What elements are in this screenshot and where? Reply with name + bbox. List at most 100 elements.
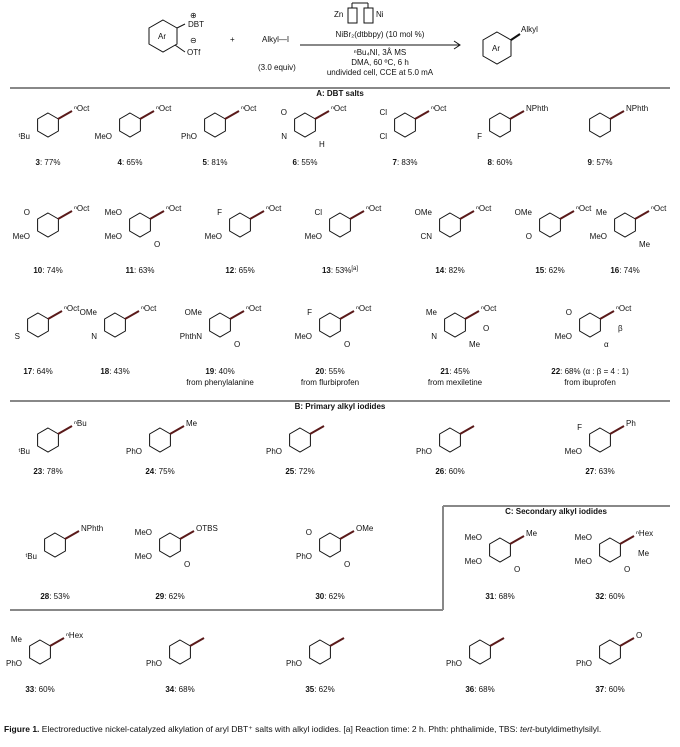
compound-label: 17: 64%: [23, 367, 52, 376]
atom-label: O: [24, 208, 30, 217]
atom-label: MeO: [575, 533, 592, 542]
atom-label: ⁿBu: [74, 419, 87, 428]
compound-label: 34: 68%: [165, 685, 194, 694]
atom-label: Cl: [379, 132, 387, 141]
atom-label: H: [319, 140, 325, 149]
source-note: from ibuprofen: [564, 378, 616, 387]
compound-number: 4: [118, 158, 123, 167]
yield: : 53%: [49, 592, 69, 601]
new-bond: [57, 425, 73, 435]
atom-label: O: [344, 560, 350, 569]
atom-label: PhO: [416, 447, 432, 456]
new-bond: [459, 210, 475, 220]
atom-label: Me: [426, 308, 438, 317]
atom-label: Cl: [379, 108, 387, 117]
atom-label: α: [604, 340, 609, 349]
new-bond: [414, 110, 430, 120]
atom-label: F: [477, 132, 482, 141]
new-bond: [47, 310, 63, 320]
new-bond: [619, 637, 635, 647]
condition: NiBr₂(dtbbpy) (10 mol %): [336, 30, 425, 39]
yield: : 64%: [32, 367, 52, 376]
compound-number: 32: [595, 592, 604, 601]
compound-number: 22: [551, 367, 560, 376]
ring: [394, 112, 416, 138]
compound-label: 11: 63%: [126, 266, 155, 275]
atom-label: OMe: [356, 524, 374, 533]
ring: [469, 639, 491, 665]
atom-label: PhO: [6, 659, 22, 668]
atom-label: Cl: [314, 208, 322, 217]
atom-label: Me: [596, 208, 608, 217]
compound-label: 28: 53%: [40, 592, 69, 601]
atom-label: MeO: [465, 533, 482, 542]
atom-label: PhO: [286, 659, 302, 668]
atom-label: NPhth: [526, 104, 548, 113]
compound-number: 35: [305, 685, 314, 694]
new-bond: [139, 110, 155, 120]
bond: [510, 33, 521, 41]
source-note: from mexiletine: [428, 378, 483, 387]
compound-number: 15: [535, 266, 544, 275]
condition: DMA, 60 ºC, 6 h: [351, 58, 409, 67]
atom-label: ⁿHex: [636, 529, 653, 538]
atom-label: F: [577, 423, 582, 432]
atom-label: Me: [639, 240, 651, 249]
yield: : 43%: [109, 367, 129, 376]
ring: [169, 639, 191, 665]
compound-label: 16: 74%: [610, 266, 639, 275]
ring: [599, 639, 621, 665]
section-title: A: DBT salts: [316, 89, 364, 98]
atom-label: NPhth: [626, 104, 648, 113]
atom-label: ⁿOct: [431, 104, 447, 113]
ring: [129, 212, 151, 238]
compound-number: 8: [488, 158, 493, 167]
charge: ⊖: [190, 36, 197, 45]
yield: : 55%: [324, 367, 344, 376]
new-bond: [509, 110, 525, 120]
atom-label: MeO: [555, 332, 572, 341]
yield: : 62%: [164, 592, 184, 601]
atom-label: ⁿOct: [74, 204, 90, 213]
new-bond: [57, 110, 73, 120]
atom-label: O: [514, 565, 520, 574]
atom-label: PhO: [181, 132, 197, 141]
atom-label: OMe: [185, 308, 203, 317]
atom-label: PhO: [576, 659, 592, 668]
ring: [119, 112, 141, 138]
atom-label: ⁿOct: [331, 104, 347, 113]
ring: [294, 112, 316, 138]
ring: [229, 212, 251, 238]
atom-label: O: [344, 340, 350, 349]
ring: [489, 112, 511, 138]
atom: Ar: [492, 44, 500, 53]
compound-label: 23: 78%: [33, 467, 62, 476]
ring: [309, 639, 331, 665]
new-bond: [229, 310, 245, 320]
compound-label: 10: 74%: [33, 266, 62, 275]
yield: : 55%: [297, 158, 317, 167]
atom-label: ᵗBu: [25, 552, 37, 561]
ring: [104, 312, 126, 338]
compound-label: 26: 60%: [435, 467, 464, 476]
new-bond: [489, 637, 505, 647]
new-bond: [559, 210, 575, 220]
ring: [439, 212, 461, 238]
yield: : 53%: [331, 266, 351, 275]
atom-label: MeO: [105, 208, 122, 217]
atom-label: MeO: [135, 552, 152, 561]
caption-label: Figure 1.: [4, 724, 39, 734]
caption: Figure 1. Electroreductive nickel-cataly…: [4, 724, 601, 734]
compound-number: 25: [285, 467, 294, 476]
new-bond: [169, 425, 185, 435]
atom-label: O: [234, 340, 240, 349]
yield: : 75%: [154, 467, 174, 476]
ring: [589, 427, 611, 453]
new-bond: [634, 210, 650, 220]
ring: [37, 212, 59, 238]
atom-label: MeO: [135, 528, 152, 537]
atom-label: Me: [526, 529, 538, 538]
compound-label: 4: 65%: [118, 158, 143, 167]
new-bond: [309, 425, 325, 435]
new-bond: [124, 310, 140, 320]
